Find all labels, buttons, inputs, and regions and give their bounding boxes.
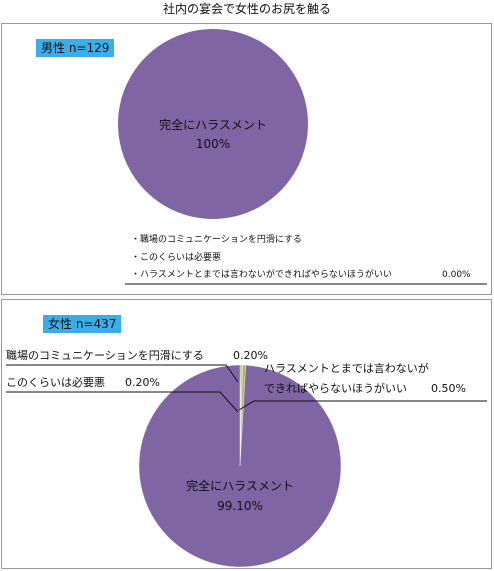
male-pie-chart: 完全にハラスメント 100% ・職場のコミュニケーションを円滑にする・このくらいは必… bbox=[118, 29, 487, 285]
female-callout-label: このくらいは必要悪 bbox=[6, 376, 105, 389]
male-legend-item: ・ハラスメントとまでは言わないができればやらないほうがいい bbox=[131, 268, 392, 280]
female-callout-label: 職場のコミュニケーションを円滑にする bbox=[6, 349, 204, 362]
female-group-badge: 女性 n=437 bbox=[43, 315, 122, 333]
chart-title: 社内の宴会で女性のお尻を触る bbox=[162, 2, 331, 16]
female-chart-panel: 女性 n=437 完全にハラスメント 99.10% 職場のコミュニケーションを円滑に… bbox=[1, 299, 492, 569]
male-legend-item: ・このくらいは必要悪 bbox=[131, 251, 221, 263]
female-callout-line bbox=[6, 364, 239, 383]
female-slice-label: 完全にハラスメント bbox=[186, 478, 294, 493]
male-pie-slice-0 bbox=[118, 29, 308, 219]
male-slice-value: 100% bbox=[196, 137, 230, 151]
male-legend-item: ・職場のコミュニケーションを円滑にする bbox=[131, 233, 302, 245]
male-legend-value: 0.00% bbox=[442, 270, 471, 280]
female-callout-value: 0.20% bbox=[125, 376, 160, 389]
male-chart-panel: 男性 n=129 完全にハラスメント 100% ・職場のコミュニケーションを円滑にす… bbox=[1, 23, 492, 295]
female-callout-label: ハラスメントとまでは言わないが bbox=[264, 361, 429, 375]
female-callout-value: 0.50% bbox=[431, 382, 466, 395]
female-callout-line bbox=[238, 400, 487, 411]
male-slice-label: 完全にハラスメント bbox=[159, 117, 267, 132]
female-callout-label: できればやらないほうがいい bbox=[264, 381, 407, 395]
male-group-badge: 男性 n=129 bbox=[36, 39, 115, 57]
female-pie-chart: 完全にハラスメント 99.10% 職場のコミュニケーションを円滑にする 0.20% この… bbox=[6, 349, 487, 568]
female-callout-value: 0.20% bbox=[233, 349, 268, 362]
female-slice-value: 99.10% bbox=[217, 499, 263, 513]
female-callout-line bbox=[6, 391, 239, 413]
female-pie-slice-3 bbox=[138, 364, 342, 568]
